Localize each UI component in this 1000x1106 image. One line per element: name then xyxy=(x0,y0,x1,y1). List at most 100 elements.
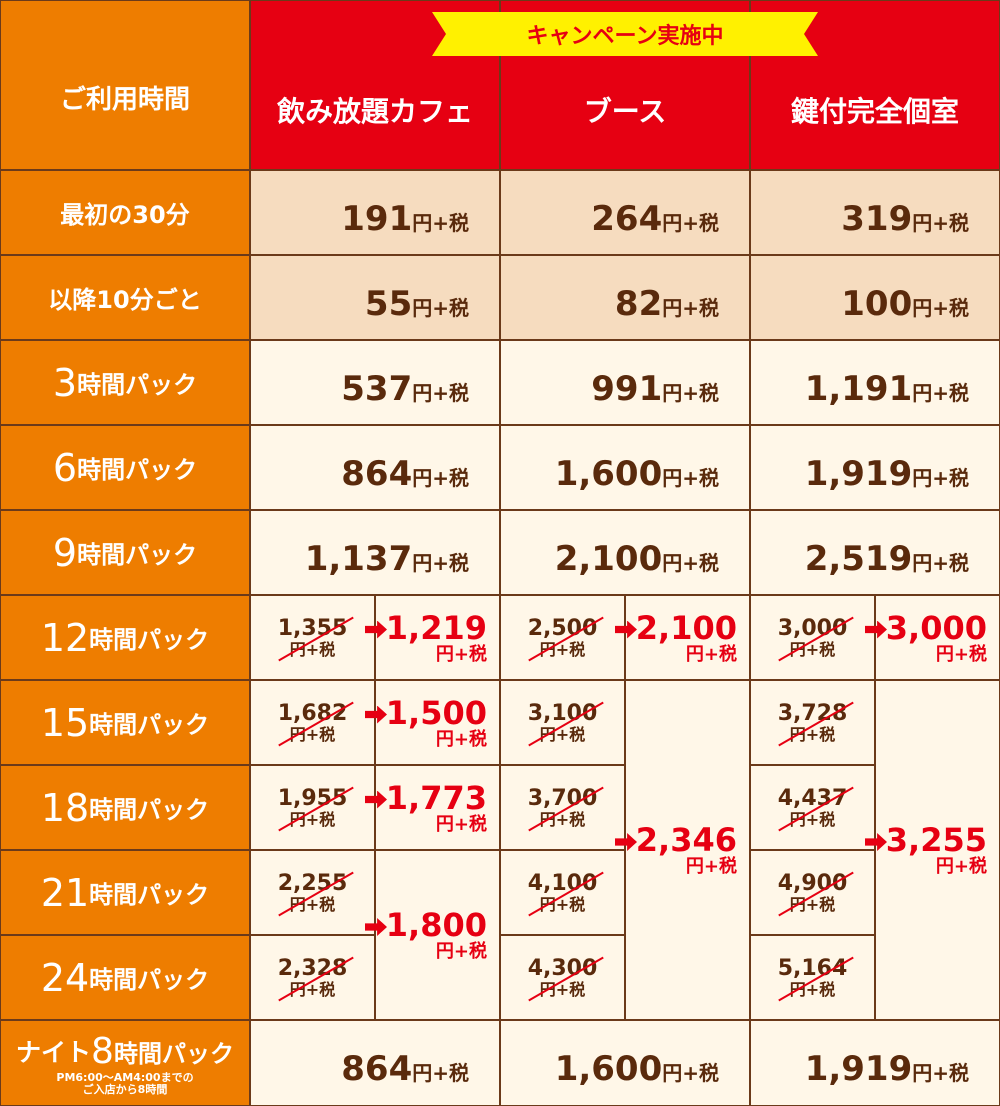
label-text: 時間パック xyxy=(89,626,210,654)
price-unit: 円+税 xyxy=(912,381,969,405)
label-prefix: ナイト xyxy=(16,1038,92,1067)
new-price-cell: 1,500 円+税 xyxy=(376,681,499,764)
new-price-cell: 2,346 円+税 xyxy=(626,681,749,1019)
price-cell: 1,600 円+税 xyxy=(501,1021,749,1105)
price-cell: 100 円+税 xyxy=(751,256,999,339)
regular-unit: 円+税 xyxy=(789,809,836,829)
label-number: 3 xyxy=(52,360,78,405)
row-label: ナイト 8 時間パック PM6:00〜AM4:00までの ご入店から8時間 xyxy=(1,1021,249,1105)
price-unit: 円+税 xyxy=(662,551,719,575)
price-unit: 円+税 xyxy=(412,381,469,405)
regular-unit: 円+税 xyxy=(289,724,336,744)
regular-unit: 円+税 xyxy=(289,979,336,999)
price-unit: 円+税 xyxy=(912,211,969,235)
label-number: 24 xyxy=(40,955,90,1000)
night-note-line: ご入店から8時間 xyxy=(82,1082,168,1096)
price-amount: 191 xyxy=(341,199,413,239)
price-cell: 264 円+税 xyxy=(501,171,749,254)
price-unit: 円+税 xyxy=(912,466,969,490)
regular-unit: 円+税 xyxy=(539,894,586,914)
regular-unit: 円+税 xyxy=(789,724,836,744)
column-name: 飲み放題カフェ xyxy=(276,95,473,128)
row-label: 9 時間パック xyxy=(1,511,249,594)
new-unit: 円+税 xyxy=(685,643,737,665)
regular-price-cell: 4,900 円+税 xyxy=(751,851,874,934)
column-name: ブース xyxy=(583,95,667,128)
price-amount: 82 xyxy=(614,284,663,324)
row-label: 最初の30分 xyxy=(1,171,249,254)
price-cell: 1,191 円+税 xyxy=(751,341,999,424)
label-text: 時間パック xyxy=(77,456,198,484)
regular-amount: 1,682 xyxy=(277,700,348,726)
new-price-cell: 2,100 円+税 xyxy=(626,596,749,679)
regular-amount: 4,100 xyxy=(527,870,598,896)
price-cell: 2,519 円+税 xyxy=(751,511,999,594)
price-cell: 1,919 円+税 xyxy=(751,426,999,509)
price-cell: 991 円+税 xyxy=(501,341,749,424)
regular-amount: 4,300 xyxy=(527,955,598,981)
label-number: 6 xyxy=(52,445,78,490)
new-unit: 円+税 xyxy=(935,643,987,665)
price-amount: 1,600 xyxy=(554,1049,663,1089)
label-text: 時間パック xyxy=(77,541,198,569)
regular-amount: 1,955 xyxy=(277,785,348,811)
row-label: 15 時間パック xyxy=(1,681,249,764)
regular-unit: 円+税 xyxy=(789,639,836,659)
regular-price-cell: 2,500 円+税 xyxy=(501,596,624,679)
price-unit: 円+税 xyxy=(912,551,969,575)
new-amount: 1,500 xyxy=(385,693,487,732)
price-cell: 1,919 円+税 xyxy=(751,1021,999,1105)
regular-price-cell: 1,355 円+税 xyxy=(251,596,374,679)
row-label: 12 時間パック xyxy=(1,596,249,679)
new-amount: 1,773 xyxy=(385,778,487,817)
label-text: 時間パック xyxy=(77,371,198,399)
label-number: 12 xyxy=(40,615,90,660)
regular-unit: 円+税 xyxy=(789,894,836,914)
label-number: 8 xyxy=(91,1030,114,1072)
price-unit: 円+税 xyxy=(662,296,719,320)
regular-amount: 5,164 xyxy=(777,955,848,981)
regular-unit: 円+税 xyxy=(539,979,586,999)
label-number: 9 xyxy=(52,530,78,575)
price-unit: 円+税 xyxy=(412,551,469,575)
regular-unit: 円+税 xyxy=(539,724,586,744)
price-amount: 2,519 xyxy=(804,539,913,579)
regular-amount: 4,437 xyxy=(777,785,848,811)
regular-unit: 円+税 xyxy=(539,809,586,829)
price-cell: 864 円+税 xyxy=(251,426,499,509)
price-unit: 円+税 xyxy=(412,296,469,320)
regular-price-cell: 2,255 円+税 xyxy=(251,851,374,934)
regular-unit: 円+税 xyxy=(289,809,336,829)
row-label: 以降10分ごと xyxy=(1,256,249,339)
price-cell: 191 円+税 xyxy=(251,171,499,254)
regular-price-cell: 4,300 円+税 xyxy=(501,936,624,1019)
new-price-cell: 3,255 円+税 xyxy=(876,681,999,1019)
new-amount: 3,255 xyxy=(885,821,987,859)
row-label: 21 時間パック xyxy=(1,851,249,934)
price-amount: 1,137 xyxy=(304,539,413,579)
regular-price-cell: 5,164 円+税 xyxy=(751,936,874,1019)
regular-price-cell: 4,437 円+税 xyxy=(751,766,874,849)
regular-amount: 3,000 xyxy=(777,615,848,641)
row-label: 24 時間パック xyxy=(1,936,249,1019)
label-number: 15 xyxy=(40,700,90,745)
price-unit: 円+税 xyxy=(912,1061,969,1085)
regular-amount: 2,255 xyxy=(277,870,348,896)
label-text: 時間パック xyxy=(113,1039,234,1068)
new-unit: 円+税 xyxy=(935,856,987,877)
new-unit: 円+税 xyxy=(435,941,487,962)
label-text: 時間パック xyxy=(89,966,210,994)
new-amount: 3,000 xyxy=(885,608,987,647)
price-cell: 1,137 円+税 xyxy=(251,511,499,594)
row-label: 6 時間パック xyxy=(1,426,249,509)
price-unit: 円+税 xyxy=(662,1061,719,1085)
new-amount: 2,100 xyxy=(635,608,737,647)
regular-amount: 2,500 xyxy=(527,615,598,641)
regular-unit: 円+税 xyxy=(289,894,336,914)
night-note-line: PM6:00〜AM4:00までの xyxy=(56,1070,194,1084)
price-cell: 319 円+税 xyxy=(751,171,999,254)
column-name: 鍵付完全個室 xyxy=(790,95,959,128)
price-unit: 円+税 xyxy=(912,296,969,320)
label-text: 時間パック xyxy=(89,881,210,909)
